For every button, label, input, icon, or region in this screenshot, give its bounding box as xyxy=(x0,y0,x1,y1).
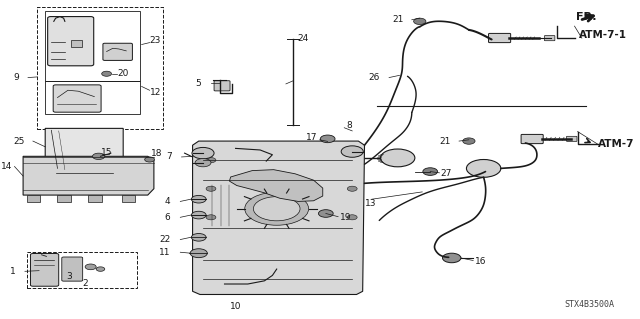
Text: 21: 21 xyxy=(439,137,451,145)
FancyBboxPatch shape xyxy=(214,81,230,91)
Text: STX4B3500A: STX4B3500A xyxy=(564,300,614,309)
FancyBboxPatch shape xyxy=(103,43,132,60)
Circle shape xyxy=(467,160,501,177)
Circle shape xyxy=(442,253,461,263)
Text: 10: 10 xyxy=(230,302,241,311)
Text: 20: 20 xyxy=(117,69,129,78)
Circle shape xyxy=(192,147,214,159)
FancyBboxPatch shape xyxy=(545,36,555,41)
Circle shape xyxy=(463,138,475,144)
Text: 11: 11 xyxy=(159,248,170,257)
Bar xyxy=(122,195,136,202)
Circle shape xyxy=(244,192,308,225)
FancyBboxPatch shape xyxy=(566,136,577,141)
Circle shape xyxy=(206,158,216,163)
Text: 18: 18 xyxy=(151,149,163,158)
Circle shape xyxy=(145,157,154,162)
Text: 3: 3 xyxy=(66,272,72,281)
Text: 22: 22 xyxy=(159,235,170,244)
Text: FR.: FR. xyxy=(576,11,596,22)
Text: 12: 12 xyxy=(150,88,161,97)
Text: 17: 17 xyxy=(307,133,318,142)
Text: 4: 4 xyxy=(165,197,170,206)
FancyBboxPatch shape xyxy=(62,257,83,281)
Text: 5: 5 xyxy=(195,79,201,88)
Text: 9: 9 xyxy=(13,73,19,82)
Circle shape xyxy=(206,186,216,191)
Bar xyxy=(58,195,71,202)
FancyBboxPatch shape xyxy=(47,17,93,66)
FancyBboxPatch shape xyxy=(488,33,511,43)
Text: 2: 2 xyxy=(82,279,88,288)
Text: ATM-7: ATM-7 xyxy=(598,139,634,149)
Text: 13: 13 xyxy=(365,199,376,208)
Text: 24: 24 xyxy=(297,34,308,43)
Text: 23: 23 xyxy=(150,36,161,45)
Circle shape xyxy=(319,210,333,217)
Circle shape xyxy=(191,211,206,219)
Text: 16: 16 xyxy=(475,257,486,266)
FancyBboxPatch shape xyxy=(521,134,543,144)
Circle shape xyxy=(348,186,357,191)
Circle shape xyxy=(413,18,426,25)
Text: 27: 27 xyxy=(441,169,452,178)
Circle shape xyxy=(96,267,105,271)
Bar xyxy=(45,11,140,81)
Text: 14: 14 xyxy=(1,162,13,171)
FancyBboxPatch shape xyxy=(31,254,59,286)
Text: 1: 1 xyxy=(10,267,16,276)
Polygon shape xyxy=(23,156,154,195)
Circle shape xyxy=(380,149,415,167)
Circle shape xyxy=(93,153,105,160)
Circle shape xyxy=(253,197,300,221)
Circle shape xyxy=(102,71,111,76)
Circle shape xyxy=(191,234,206,241)
Bar xyxy=(27,195,40,202)
Circle shape xyxy=(341,146,364,157)
Bar xyxy=(45,81,140,115)
Circle shape xyxy=(320,135,335,143)
FancyBboxPatch shape xyxy=(53,85,101,112)
Text: 8: 8 xyxy=(346,121,352,130)
Bar xyxy=(37,7,163,129)
Bar xyxy=(88,195,102,202)
Bar xyxy=(66,173,81,179)
Bar xyxy=(27,252,138,288)
Circle shape xyxy=(348,215,357,220)
Polygon shape xyxy=(193,141,365,294)
Bar xyxy=(71,40,82,47)
Text: 26: 26 xyxy=(368,73,380,82)
Text: 25: 25 xyxy=(13,137,25,145)
Circle shape xyxy=(191,196,206,203)
Text: 6: 6 xyxy=(164,213,170,222)
Polygon shape xyxy=(229,170,323,201)
Text: 15: 15 xyxy=(100,148,112,157)
Circle shape xyxy=(195,159,211,167)
Text: 7: 7 xyxy=(166,152,172,161)
Text: 21: 21 xyxy=(392,15,404,24)
Polygon shape xyxy=(45,128,123,179)
Circle shape xyxy=(85,264,96,270)
Text: 19: 19 xyxy=(340,213,351,222)
Circle shape xyxy=(190,249,207,258)
Circle shape xyxy=(423,168,438,175)
Text: ATM-7-1: ATM-7-1 xyxy=(579,30,627,40)
Circle shape xyxy=(206,215,216,220)
